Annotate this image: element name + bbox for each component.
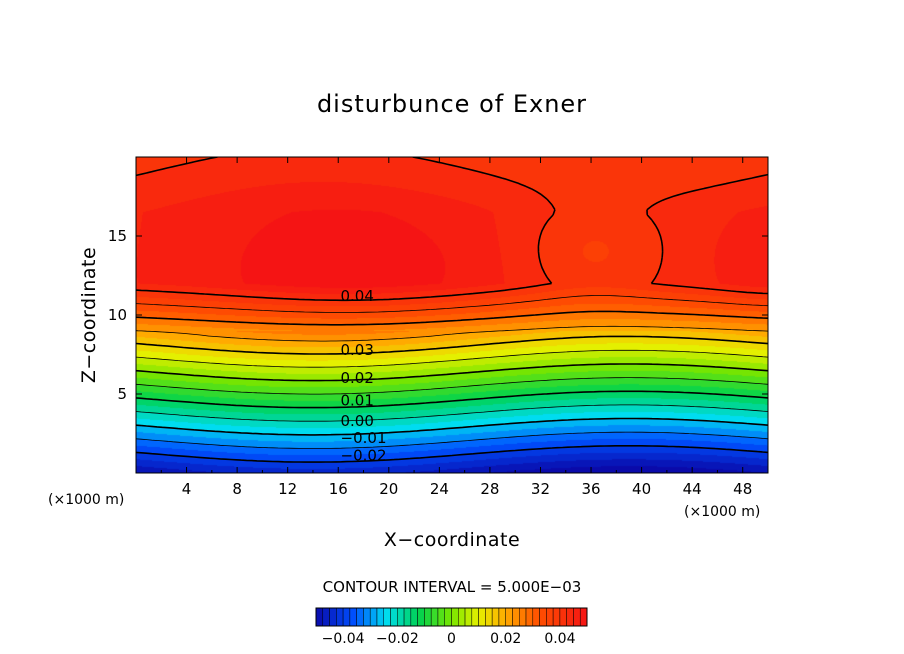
contour-line [136,363,768,382]
colorbar-cell [403,607,412,627]
x-tick-label: 28 [480,480,499,498]
x-tick-label: 4 [182,480,192,498]
colorbar-cell [322,607,330,627]
colorbar-cell [505,607,513,627]
x-tick-label: 44 [683,480,702,498]
y-ticks: 5 10 15 [108,227,768,403]
colorbar-cell [369,607,378,627]
x-tick-label: 40 [632,480,651,498]
colorbar-cell [512,607,520,627]
colorbar-tick-label: 0.04 [544,631,575,647]
contour-label: −0.02 [341,447,387,465]
x-axis-title: X−coordinate [384,529,520,551]
x-tick-label: 36 [581,480,600,498]
contour-line [136,325,768,342]
colorbar-cell [356,607,364,627]
contour-fill [136,157,768,473]
contour-line [136,295,768,313]
contour-line [136,445,768,463]
colorbar-cell [376,607,385,627]
colorbar-cell [342,607,351,627]
colorbar-cell [336,607,344,627]
y-axis-title: Z−coordinate [78,247,100,383]
contour-labels: 0.04 0.03 0.02 0.01 0.00−0.01−0.02 [340,287,386,465]
colorbar-cell [532,607,540,627]
contour-line [136,335,768,355]
y-tick-label: 10 [108,306,127,324]
x-tick-label: 16 [329,480,348,498]
contour-label: 0.00 [340,412,373,430]
x-tick-label: 48 [733,480,752,498]
x-unit-label-left: (×1000 m) [48,492,124,508]
colorbar-cell [383,607,391,627]
contour-line [136,157,768,302]
colorbar-cell [566,607,574,627]
colorbar-cell [485,607,493,627]
colorbar-cell [498,607,506,627]
x-tick-label: 12 [278,480,297,498]
colorbar-ticks: −0.04 −0.02 0 0.02 0.04 [322,631,576,647]
plot-area [136,157,768,473]
x-tick-label: 32 [531,480,550,498]
colorbar-cell [410,607,418,627]
colorbar-cell [417,607,425,627]
colorbar-tick-label: −0.02 [376,631,419,647]
colorbar-cell [430,607,439,627]
colorbar-cell [519,607,527,627]
colorbar-tick-label: −0.04 [322,631,365,647]
colorbar-cell [315,607,324,627]
x-ticks: 4 8 12 16 20 24 28 32 36 40 44 48 [160,157,752,498]
contour-line [136,310,768,326]
colorbar-cell [573,607,581,627]
colorbar-cell [363,607,371,627]
colorbar-cell [464,607,473,627]
colorbar-cell [437,607,445,627]
x-tick-label: 24 [430,480,449,498]
contour-label: 0.04 [340,287,373,305]
colorbar [315,607,588,627]
colorbar-cell [397,607,405,627]
colorbar-cell [546,607,554,627]
contour-line [136,431,768,449]
colorbar-cell [579,607,588,627]
colorbar-cell [458,607,466,627]
colorbar-cell [329,607,337,627]
colorbar-cell [491,607,500,627]
contour-label: 0.03 [340,341,373,359]
colorbar-cell [559,607,567,627]
colorbar-cell [444,607,452,627]
colorbar-cell [390,607,398,627]
colorbar-cell [552,607,561,627]
contour-line [136,417,768,436]
y-tick-label: 15 [108,227,127,245]
colorbar-cell [539,607,547,627]
contour-line [136,390,768,409]
colorbar-tick-label: 0.02 [490,631,521,647]
x-unit-label-right: (×1000 m) [684,504,760,520]
contour-interval-label: CONTOUR INTERVAL = 5.000E−03 [323,578,582,596]
contour-label: −0.01 [341,429,387,447]
x-tick-label: 20 [379,480,398,498]
colorbar-tick-label: 0 [447,631,456,647]
colorbar-cell [349,607,357,627]
contour-line [136,377,768,395]
contour-label: 0.02 [340,369,373,387]
x-tick-label: 8 [232,480,242,498]
chart-title: disturbunce of Exner [317,90,587,118]
colorbar-frame [315,607,588,627]
colorbar-cell [451,607,459,627]
colorbar-cell [471,607,479,627]
contour-label: 0.01 [340,391,373,409]
y-tick-label: 5 [117,385,127,403]
contour-line [136,404,768,422]
colorbar-cell [424,607,432,627]
colorbar-cell [478,607,486,627]
colorbar-cell [525,607,534,627]
